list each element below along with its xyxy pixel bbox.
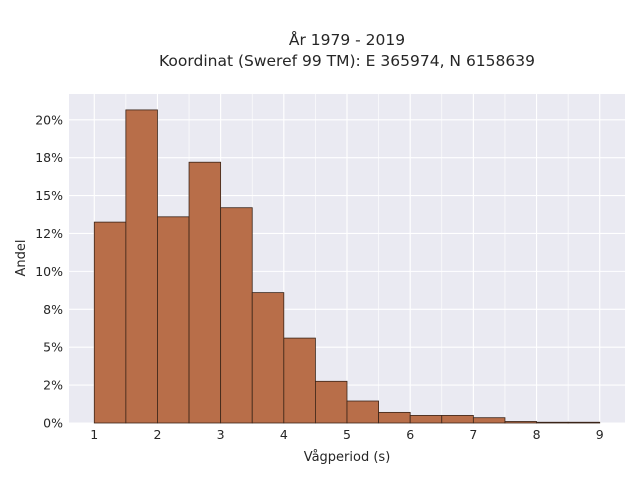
x-axis-label: Vågperiod (s)	[304, 450, 391, 465]
y-tick-label: 0%	[43, 416, 63, 431]
histogram-bar	[409, 415, 443, 424]
bars	[93, 109, 601, 424]
x-tick-label: 5	[343, 427, 351, 442]
histogram-bar	[504, 421, 537, 424]
x-tick-label: 8	[533, 427, 541, 442]
y-axis-label: Andel	[14, 240, 29, 277]
histogram-bar	[188, 161, 222, 424]
x-tick-label: 9	[596, 427, 604, 442]
histogram-bar	[346, 400, 379, 424]
histogram-bar	[567, 421, 601, 424]
histogram-bar	[472, 417, 506, 424]
y-tick-label: 18%	[35, 150, 63, 165]
y-tick-label: 5%	[43, 340, 63, 355]
y-tick-label: 2%	[43, 378, 63, 393]
histogram-bar	[441, 415, 474, 424]
histogram-bar	[536, 421, 569, 424]
x-tick-label: 1	[90, 427, 98, 442]
x-tick-label: 6	[406, 427, 414, 442]
y-tick-label: 8%	[43, 302, 63, 317]
x-tick-label: 7	[469, 427, 477, 442]
y-tick-label: 10%	[35, 264, 63, 279]
x-tick-label: 4	[280, 427, 288, 442]
histogram-bar	[220, 207, 253, 424]
y-tick-label: 12%	[35, 226, 63, 241]
histogram-bar	[315, 380, 348, 424]
x-tick-labels: 1 2 3 4 5 6 7 8 9	[90, 427, 603, 442]
y-tick-labels: 0% 2% 5% 8% 10% 12% 15% 18% 20%	[35, 112, 63, 430]
y-tick-label: 20%	[35, 112, 63, 127]
x-tick-label: 2	[153, 427, 161, 442]
histogram-bar	[157, 216, 190, 424]
histogram-bar	[283, 337, 316, 424]
histogram-bar	[378, 411, 411, 424]
histogram-bar	[93, 221, 127, 424]
histogram-bar	[251, 292, 285, 424]
chart-title-line-1: År 1979 - 2019	[289, 30, 405, 49]
x-tick-label: 3	[217, 427, 225, 442]
chart-title-line-2: Koordinat (Sweref 99 TM): E 365974, N 61…	[159, 52, 535, 70]
histogram-bar	[125, 109, 158, 424]
y-tick-label: 15%	[35, 188, 63, 203]
